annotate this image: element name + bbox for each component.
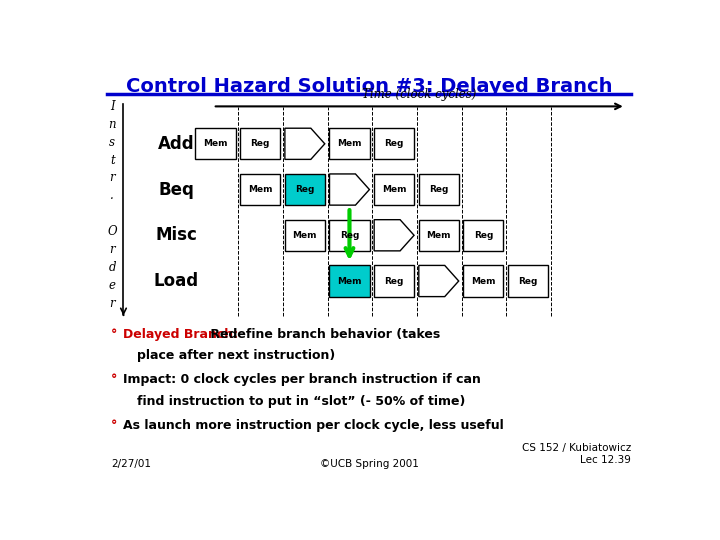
Text: Time (clock cycles): Time (clock cycles)	[362, 89, 477, 102]
Text: Impact: 0 clock cycles per branch instruction if can: Impact: 0 clock cycles per branch instru…	[124, 373, 482, 386]
Text: 2/27/01: 2/27/01	[111, 459, 151, 469]
Text: Reg: Reg	[384, 139, 404, 148]
FancyBboxPatch shape	[284, 220, 325, 251]
Text: °: °	[111, 373, 117, 386]
Text: e: e	[109, 279, 116, 292]
Polygon shape	[330, 174, 369, 205]
Text: s: s	[109, 136, 115, 148]
Text: Mem: Mem	[248, 185, 272, 194]
FancyBboxPatch shape	[374, 128, 414, 159]
Text: Misc: Misc	[156, 226, 197, 244]
Text: t: t	[110, 153, 114, 166]
Text: Reg: Reg	[474, 231, 493, 240]
Text: °: °	[111, 419, 117, 432]
Text: CS 152 / Kubiatowicz
Lec 12.39: CS 152 / Kubiatowicz Lec 12.39	[522, 443, 631, 465]
FancyBboxPatch shape	[374, 266, 414, 296]
Text: Mem: Mem	[337, 139, 361, 148]
FancyBboxPatch shape	[418, 220, 459, 251]
Text: Mem: Mem	[203, 139, 228, 148]
Text: Reg: Reg	[384, 276, 404, 286]
Text: .: .	[110, 190, 114, 202]
FancyBboxPatch shape	[240, 128, 280, 159]
Text: d: d	[109, 261, 116, 274]
FancyBboxPatch shape	[329, 128, 369, 159]
Text: Reg: Reg	[340, 231, 359, 240]
Text: Beq: Beq	[158, 180, 194, 199]
Text: ©UCB Spring 2001: ©UCB Spring 2001	[320, 459, 418, 469]
Text: Reg: Reg	[251, 139, 270, 148]
Polygon shape	[419, 266, 459, 296]
Text: n: n	[109, 118, 116, 131]
FancyBboxPatch shape	[374, 174, 414, 205]
FancyBboxPatch shape	[508, 266, 548, 296]
FancyBboxPatch shape	[463, 220, 503, 251]
Text: Mem: Mem	[471, 276, 495, 286]
Text: Reg: Reg	[429, 185, 449, 194]
Text: r: r	[109, 243, 115, 256]
FancyBboxPatch shape	[463, 266, 503, 296]
Text: Load: Load	[154, 272, 199, 290]
FancyBboxPatch shape	[284, 174, 325, 205]
Polygon shape	[374, 220, 414, 251]
Text: Redefine branch behavior (takes: Redefine branch behavior (takes	[206, 328, 441, 341]
FancyBboxPatch shape	[329, 220, 369, 251]
FancyBboxPatch shape	[418, 174, 459, 205]
Text: °: °	[111, 328, 117, 341]
Text: r: r	[109, 296, 115, 309]
Text: Reg: Reg	[518, 276, 538, 286]
Text: find instruction to put in “slot” (- 50% of time): find instruction to put in “slot” (- 50%…	[138, 395, 466, 408]
FancyBboxPatch shape	[195, 128, 235, 159]
Text: r: r	[109, 171, 115, 184]
Text: O: O	[107, 225, 117, 238]
Text: Mem: Mem	[426, 231, 451, 240]
Text: Delayed Branch:: Delayed Branch:	[124, 328, 238, 341]
Text: Control Hazard Solution #3: Delayed Branch: Control Hazard Solution #3: Delayed Bran…	[126, 77, 612, 96]
FancyBboxPatch shape	[240, 174, 280, 205]
Text: Reg: Reg	[295, 185, 315, 194]
Text: place after next instruction): place after next instruction)	[138, 349, 336, 362]
Text: As launch more instruction per clock cycle, less useful: As launch more instruction per clock cyc…	[124, 419, 504, 432]
Text: Mem: Mem	[337, 276, 361, 286]
FancyBboxPatch shape	[329, 266, 369, 296]
Text: Mem: Mem	[292, 231, 317, 240]
Text: I: I	[110, 100, 114, 113]
Polygon shape	[285, 128, 325, 159]
Text: Add: Add	[158, 135, 195, 153]
Text: Mem: Mem	[382, 185, 406, 194]
